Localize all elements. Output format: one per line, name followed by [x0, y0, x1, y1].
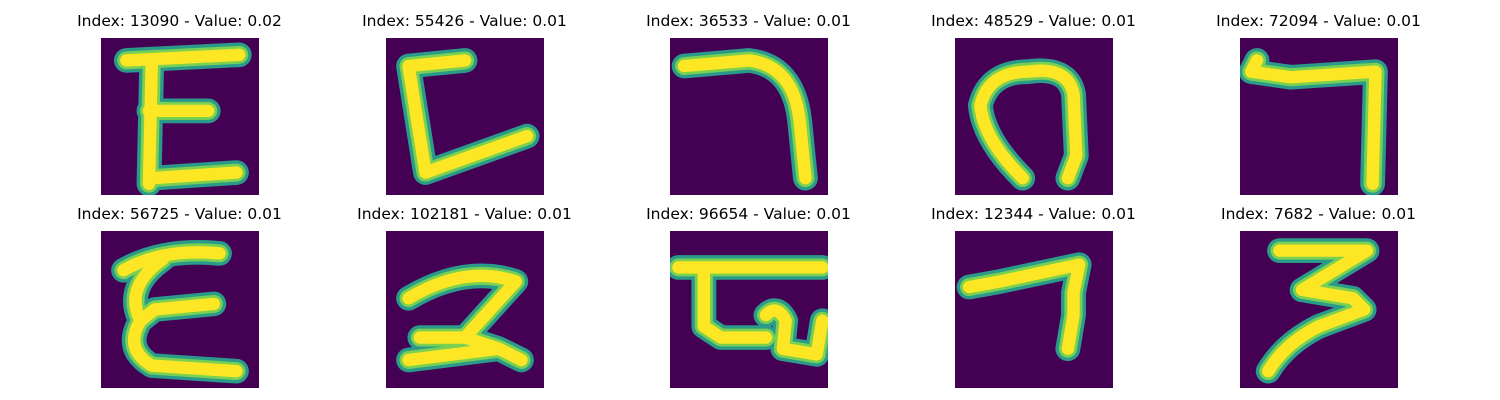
- glyph-stroke: [962, 258, 1086, 355]
- glyph-stroke: [402, 269, 528, 367]
- sample-image: [1240, 38, 1398, 195]
- glyph-stroke: [677, 54, 812, 185]
- sample-image: [386, 38, 544, 195]
- glyph-stroke: [145, 166, 243, 185]
- glyph-stroke: [142, 54, 158, 190]
- sample-title: Index: 96654 - Value: 0.01: [646, 205, 851, 223]
- sample-cell: Index: 36533 - Value: 0.01: [606, 12, 891, 195]
- sample-image: [955, 38, 1113, 195]
- image-background: [955, 231, 1113, 388]
- 7-shape-strokes: [956, 252, 1092, 362]
- hook-shape-strokes: [671, 48, 818, 191]
- glyph-stroke: [672, 261, 828, 361]
- 7-shape-strokes: [1240, 48, 1388, 195]
- glyph-stroke: [974, 64, 1083, 185]
- sample-image: [386, 231, 544, 388]
- sample-cell: Index: 13090 - Value: 0.02: [37, 12, 322, 195]
- glyph-stroke: [117, 246, 243, 378]
- sample-image: [670, 38, 828, 195]
- sample-title: Index: 7682 - Value: 0.01: [1221, 205, 1416, 223]
- 3-shape-strokes: [1255, 238, 1380, 384]
- sample-title: Index: 56725 - Value: 0.01: [77, 205, 282, 223]
- sample-cell: Index: 12344 - Value: 0.01: [891, 205, 1176, 388]
- glyph-stroke: [402, 54, 534, 179]
- sample-image: [670, 231, 828, 388]
- E-shape-strokes: [111, 239, 249, 384]
- glyph-stroke: [1262, 244, 1374, 378]
- sample-image: [1240, 231, 1398, 388]
- sample-cell: Index: 96654 - Value: 0.01: [606, 205, 891, 388]
- sample-title: Index: 72094 - Value: 0.01: [1216, 12, 1421, 30]
- 2-shape-strokes: [396, 263, 534, 373]
- sample-image: [955, 231, 1113, 388]
- sample-title: Index: 12344 - Value: 0.01: [931, 205, 1136, 223]
- glyph-stroke: [120, 48, 246, 67]
- sample-cell: Index: 48529 - Value: 0.01: [891, 12, 1176, 195]
- sample-title: Index: 13090 - Value: 0.02: [77, 12, 282, 30]
- L-shape-strokes: [396, 48, 540, 185]
- sample-title: Index: 102181 - Value: 0.01: [357, 205, 572, 223]
- E-shape-strokes: [113, 42, 252, 195]
- sample-cell: Index: 102181 - Value: 0.01: [322, 205, 607, 388]
- sample-title: Index: 48529 - Value: 0.01: [931, 12, 1136, 30]
- box-shape-strokes: [670, 255, 828, 367]
- sample-cell: Index: 7682 - Value: 0.01: [1176, 205, 1461, 388]
- sample-image: [101, 38, 259, 195]
- glyph-stroke: [1245, 54, 1382, 190]
- sample-cell: Index: 56725 - Value: 0.01: [37, 205, 322, 388]
- loop-shape-strokes: [967, 58, 1089, 191]
- sample-title: Index: 36533 - Value: 0.01: [646, 12, 851, 30]
- sample-image: [101, 231, 259, 388]
- sample-cell: Index: 55426 - Value: 0.01: [322, 12, 607, 195]
- sample-title: Index: 55426 - Value: 0.01: [362, 12, 567, 30]
- sample-cell: Index: 72094 - Value: 0.01: [1176, 12, 1461, 195]
